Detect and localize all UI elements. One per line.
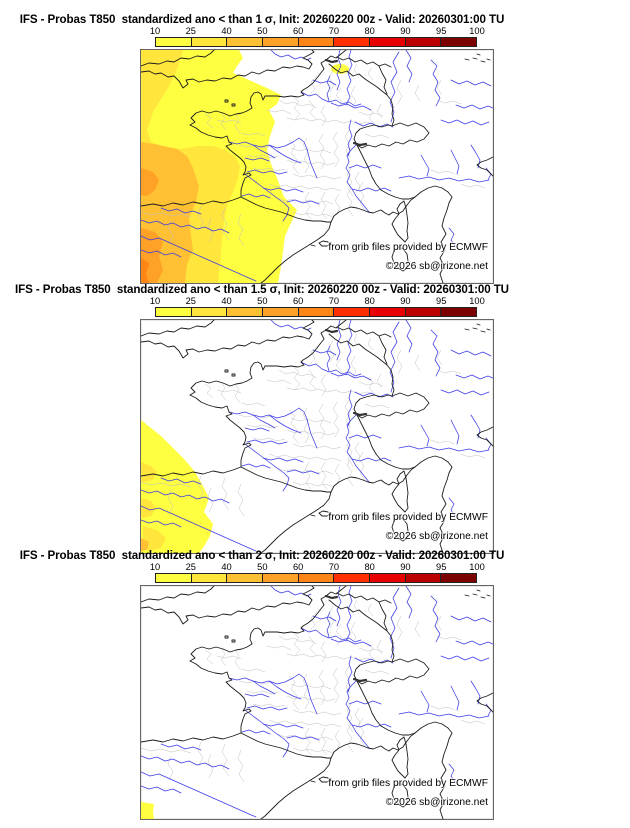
probability-shade-50-60 [141,168,163,283]
colorbar-segment [404,308,441,316]
colorbar-tick-label: 60 [292,562,304,572]
colorbar-segment [440,308,477,316]
colorbar-segment [226,574,263,582]
map-france-sigma-1-5: from grib files provided by ECMWF ©2026 … [140,319,494,554]
panel-title: IFS - Probas T850 standardized ano < tha… [15,283,509,296]
colorbar-segment [404,38,441,46]
attribution-source: from grib files provided by ECMWF [328,242,488,253]
probability-shade-10-25 [141,420,213,553]
colorbar-tick-label: 40 [221,562,232,572]
colorbar [155,37,477,47]
colorbar-ticks: 10 25 40 50 60 70 80 90 95 100 [150,26,485,36]
colorbar-tick-label: 95 [436,26,447,36]
colorbar-tick-label: 90 [400,26,411,36]
colorbar-tick-label: 40 [221,26,232,36]
probability-shade-25-40 [141,462,166,551]
attribution-copyright: ©2026 sb@irizone.net [385,797,488,808]
colorbar-tick-label: 70 [328,26,340,36]
panel-title: IFS - Probas T850 standardized ano < tha… [19,13,505,26]
colorbar-segment [190,574,227,582]
colorbar-segment [262,308,298,316]
colorbar-tick-label: 100 [469,296,485,306]
panel-title: IFS - Probas T850 standardized ano < tha… [19,549,505,562]
colorbar-tick-label: 70 [328,296,340,306]
colorbar-tick-label: 10 [149,562,161,572]
map-canvas [141,50,493,283]
colorbar-segment [369,308,405,316]
map-canvas [141,320,493,553]
colorbar-tick-label: 80 [364,296,375,306]
colorbar-segment [369,38,405,46]
colorbar-tick-label: 25 [185,296,196,306]
probability-shade-40-50 [141,538,149,551]
colorbar-tick-label: 50 [257,296,268,306]
colorbar-tick-label: 90 [400,562,411,572]
colorbar-tick-label: 50 [257,26,268,36]
panel-sigma-1: IFS - Probas T850 standardized ano < tha… [0,13,630,284]
colorbar-tick-label: 10 [149,26,161,36]
attribution-copyright: ©2026 sb@irizone.net [385,531,488,542]
attribution-source: from grib files provided by ECMWF [328,512,488,523]
colorbar-segment [440,574,477,582]
colorbar-tick-label: 100 [469,26,485,36]
colorbar-tick-label: 25 [185,26,196,36]
map-canvas [141,586,493,819]
attribution-source: from grib files provided by ECMWF [328,778,488,789]
colorbar-segment [297,38,334,46]
colorbar-segment [156,574,191,582]
colorbar-segment [297,574,334,582]
colorbar-tick-label: 95 [436,296,447,306]
colorbar-segment [333,574,370,582]
panel-sigma-1-5: IFS - Probas T850 standardized ano < tha… [0,283,630,554]
colorbar-tick-label: 80 [364,26,375,36]
colorbar-tick-label: 50 [257,562,268,572]
colorbar-tick-label: 90 [400,296,411,306]
colorbar-segment [297,308,334,316]
colorbar-segment [262,38,298,46]
colorbar-ticks: 10 25 40 50 60 70 80 90 95 100 [150,562,485,572]
colorbar-tick-label: 100 [469,562,485,572]
probability-shade-60-70 [141,258,149,283]
colorbar-segment [369,574,405,582]
colorbar-tick-label: 40 [221,296,232,306]
colorbar-tick-label: 25 [185,562,196,572]
colorbar-segment [226,308,263,316]
colorbar [155,307,477,317]
colorbar [155,573,477,583]
attribution-copyright: ©2026 sb@irizone.net [385,261,488,272]
colorbar-segment [156,38,191,46]
colorbar-tick-label: 10 [149,296,161,306]
colorbar-tick-label: 60 [292,26,304,36]
probability-shade-10-25 [141,802,154,819]
colorbar-segment [190,38,227,46]
colorbar-tick-label: 95 [436,562,447,572]
map-france-sigma-1: from grib files provided by ECMWF ©2026 … [140,49,494,284]
colorbar-segment [156,308,191,316]
colorbar-segment [190,308,227,316]
colorbar-segment [333,38,370,46]
map-france-sigma-2: from grib files provided by ECMWF ©2026 … [140,585,494,820]
colorbar-tick-label: 70 [328,562,340,572]
colorbar-ticks: 10 25 40 50 60 70 80 90 95 100 [150,296,485,306]
colorbar-segment [333,308,370,316]
panel-sigma-2: IFS - Probas T850 standardized ano < tha… [0,549,630,820]
colorbar-tick-label: 80 [364,562,375,572]
colorbar-segment [262,574,298,582]
colorbar-segment [226,38,263,46]
colorbar-segment [440,38,477,46]
colorbar-tick-label: 60 [292,296,304,306]
colorbar-segment [404,574,441,582]
